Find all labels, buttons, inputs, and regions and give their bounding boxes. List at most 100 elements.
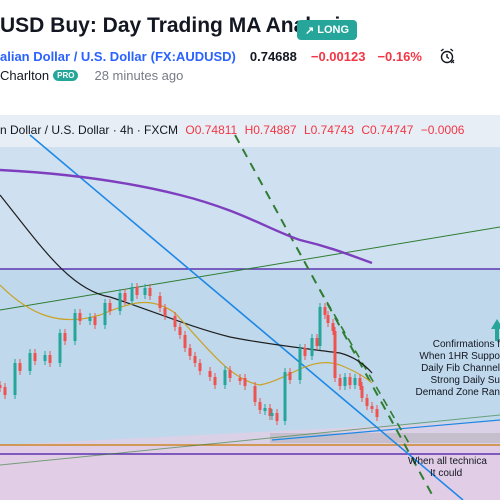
- annotation-line: Demand Zone Ran: [415, 387, 500, 398]
- legend-symbol: n Dollar / U.S. Dollar · 4h · FXCM: [0, 123, 179, 137]
- candle-body: [123, 293, 127, 301]
- candle-body: [13, 363, 17, 395]
- candle-body: [288, 372, 292, 380]
- dashed-downtrend[interactable]: [234, 134, 436, 500]
- candle-body: [48, 355, 52, 363]
- candle-body: [228, 370, 232, 378]
- candle-body: [108, 303, 112, 311]
- trend-up-icon: ↗: [305, 24, 315, 37]
- chart-legend: n Dollar / U.S. Dollar · 4h · FXCM O0.74…: [0, 123, 464, 137]
- up-arrow-icon: [491, 319, 500, 341]
- symbol-code-link[interactable]: (FX:AUDUSD): [150, 48, 236, 64]
- candle-body: [353, 378, 357, 385]
- annotation-line: When all technica: [408, 456, 487, 467]
- annotation-bottom[interactable]: When all technica It could: [408, 456, 487, 480]
- green-channel-upper[interactable]: [0, 226, 500, 311]
- candle-body: [333, 331, 337, 378]
- candle-body: [183, 335, 187, 348]
- annotation-line: Daily Fib Channel: [421, 363, 500, 374]
- legend-open: O0.74811: [185, 123, 238, 137]
- candle-body: [18, 363, 22, 371]
- candle-body: [118, 293, 122, 311]
- candle-body: [318, 307, 322, 346]
- candle-body: [358, 378, 362, 386]
- candle-body: [243, 378, 247, 386]
- candle-body: [348, 377, 352, 385]
- candlestick-series[interactable]: [0, 283, 379, 425]
- candle-body: [253, 386, 257, 402]
- candle-body: [63, 333, 67, 341]
- candle-body: [365, 398, 369, 406]
- blue-trendline[interactable]: [29, 134, 464, 500]
- candle-body: [331, 323, 335, 331]
- candle-body: [360, 386, 364, 398]
- annotation-line: When 1HR Suppo: [419, 351, 500, 362]
- annotation-line: It could: [430, 468, 463, 479]
- price-change: −0.00123: [310, 48, 366, 64]
- posted-time: 28 minutes ago: [94, 68, 184, 83]
- candle-body: [33, 353, 37, 361]
- blue-support-line[interactable]: [271, 419, 500, 441]
- candle-body: [178, 327, 182, 335]
- candle-body: [143, 288, 147, 295]
- candle-body: [88, 317, 92, 321]
- candle-body: [188, 348, 192, 356]
- candle-body: [370, 406, 374, 409]
- candle-body: [263, 408, 267, 411]
- candle-body: [198, 363, 202, 371]
- long-badge[interactable]: ↗ LONG: [297, 20, 357, 40]
- candle-body: [315, 338, 319, 346]
- candle-body: [268, 408, 272, 416]
- candle-body: [275, 413, 279, 421]
- ma-long-line[interactable]: [0, 168, 373, 265]
- candle-body: [223, 370, 227, 385]
- candle-body: [193, 356, 197, 363]
- price-change-percent: −0.16%: [377, 48, 422, 64]
- chart-canvas[interactable]: [0, 115, 500, 500]
- candle-body: [343, 377, 347, 386]
- annotation-line: Strong Daily Su: [430, 375, 500, 386]
- middle-band: [0, 269, 500, 444]
- candle-body: [310, 338, 314, 356]
- legend-band: [0, 115, 500, 147]
- candle-body: [158, 296, 162, 308]
- dashed-short-trend[interactable]: [319, 289, 411, 446]
- candle-body: [303, 348, 307, 356]
- candle-body: [58, 333, 62, 363]
- candle-body: [375, 409, 379, 417]
- author-row: Charlton PRO 28 minutes ago: [0, 68, 183, 83]
- candle-body: [208, 371, 212, 377]
- candle-body: [78, 313, 82, 321]
- long-badge-label: LONG: [317, 24, 349, 36]
- candle-body: [238, 378, 242, 381]
- candle-body: [43, 355, 47, 361]
- idea-title: USD Buy: Day Trading MA Analysis: [0, 14, 353, 37]
- ma-mid-line[interactable]: [0, 194, 373, 374]
- legend-close: C0.74747: [361, 123, 414, 137]
- candle-body: [93, 317, 97, 325]
- legend-change: −0.0006: [420, 123, 465, 137]
- candle-body: [173, 316, 177, 327]
- candle-body: [326, 315, 330, 323]
- candle-body: [103, 303, 107, 325]
- upper-band: [0, 147, 500, 269]
- candle-body: [0, 385, 2, 388]
- candle-body: [148, 288, 152, 296]
- candle-body: [163, 308, 167, 316]
- candle-body: [338, 378, 342, 386]
- green-channel-lower[interactable]: [0, 414, 500, 466]
- candle-body: [323, 307, 327, 315]
- annotation-right[interactable]: Confirmations f When 1HR Suppo Daily Fib…: [416, 339, 500, 399]
- symbol-name-link[interactable]: alian Dollar / U.S. Dollar: [0, 48, 147, 64]
- candle-body: [135, 287, 139, 295]
- author-name[interactable]: Charlton: [0, 68, 50, 83]
- candle-body: [298, 348, 302, 380]
- legend-high: H0.74887: [244, 123, 297, 137]
- last-price: 0.74688: [249, 48, 297, 64]
- candle-body: [3, 387, 7, 395]
- demand-zone-fill: [0, 420, 500, 500]
- alarm-clock-icon[interactable]: [438, 47, 456, 65]
- legend-low: L0.74743: [303, 123, 355, 137]
- candle-body: [283, 372, 287, 421]
- price-chart[interactable]: n Dollar / U.S. Dollar · 4h · FXCM O0.74…: [0, 115, 500, 500]
